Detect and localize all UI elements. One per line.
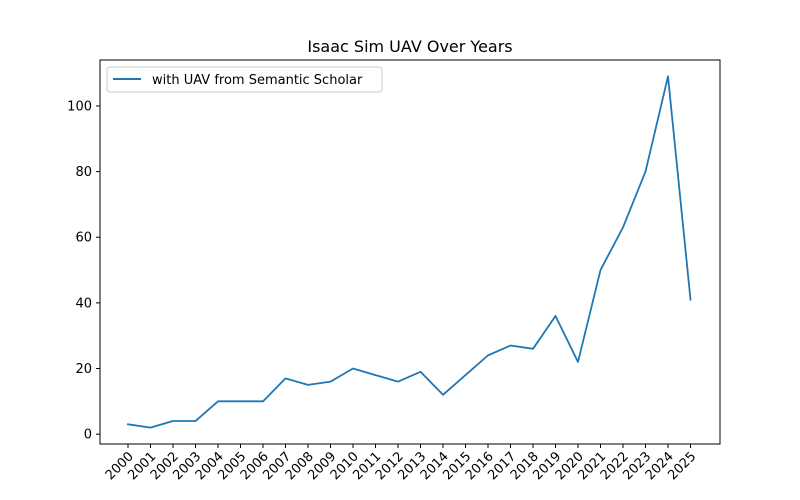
- legend-label: with UAV from Semantic Scholar: [152, 73, 363, 88]
- y-tick-label: 40: [75, 296, 92, 311]
- series-layer: [126, 75, 692, 429]
- x-axis: 2000200120022003200420052006200720082009…: [103, 444, 699, 483]
- legend: with UAV from Semantic Scholar: [106, 66, 383, 93]
- y-tick-label: 60: [75, 231, 92, 246]
- y-tick-label: 20: [75, 362, 92, 377]
- y-tick-label: 100: [67, 99, 92, 114]
- y-tick-label: 0: [84, 428, 92, 443]
- y-tick-label: 80: [75, 165, 92, 180]
- series-line: [126, 75, 692, 429]
- legend-box: [106, 66, 383, 93]
- chart-title: Isaac Sim UAV Over Years: [307, 37, 512, 56]
- plot-frame: [99, 59, 721, 445]
- y-axis: 0 20 40 60 80 100: [67, 99, 100, 443]
